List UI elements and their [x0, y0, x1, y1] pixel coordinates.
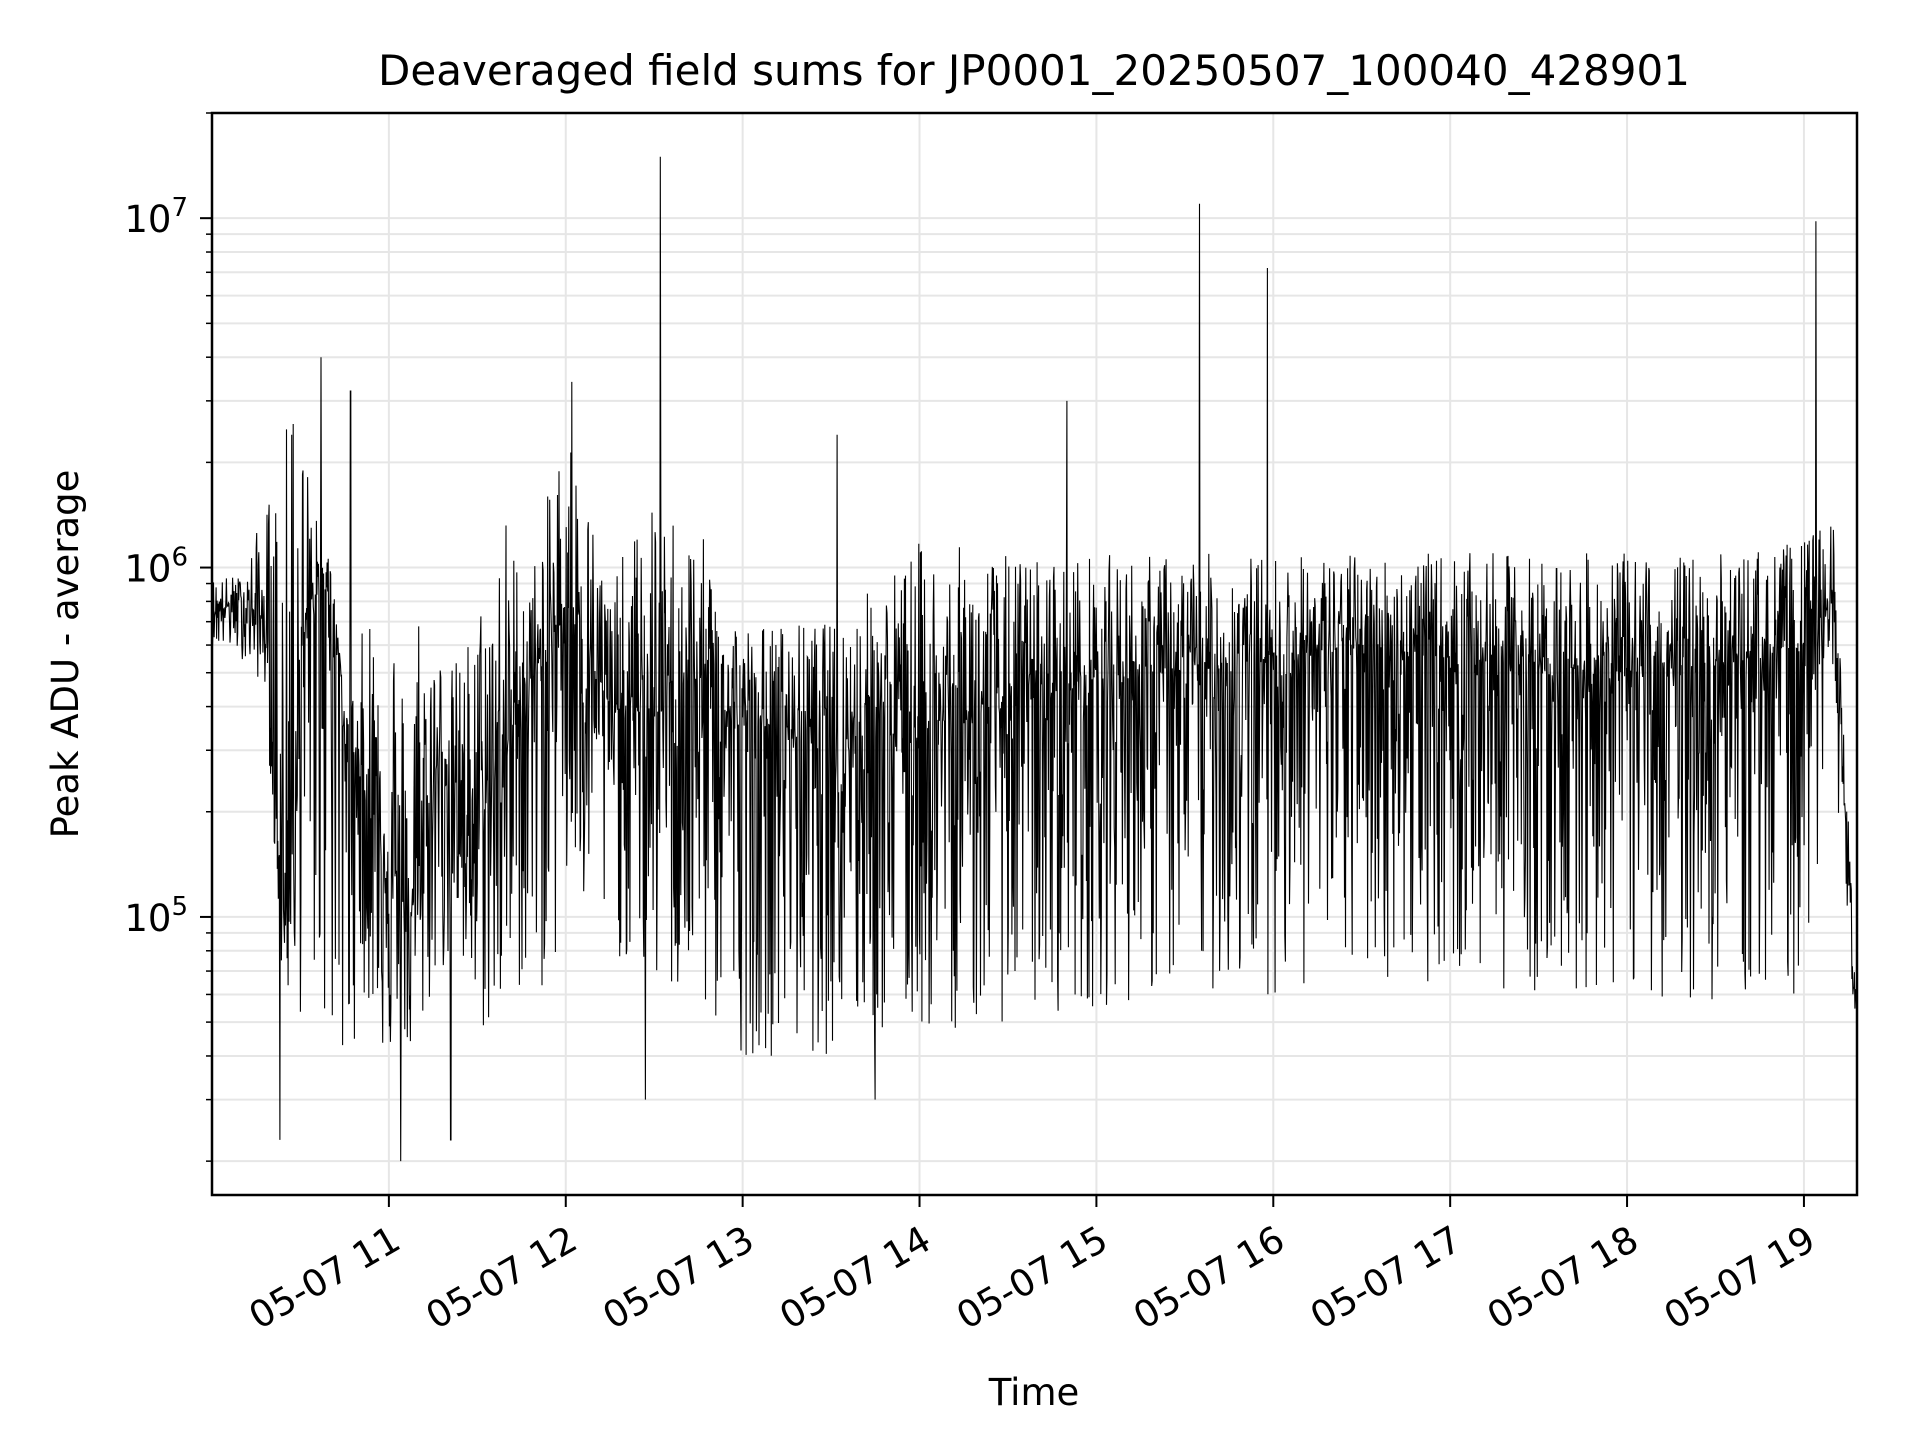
y-tick-label: 105 — [124, 892, 188, 940]
plot-frame — [210, 111, 1859, 1197]
y-tick-label: 106 — [124, 543, 188, 591]
y-axis-label: Peak ADU - average — [44, 470, 87, 839]
series-line — [212, 156, 1857, 1162]
y-tick-label: 107 — [124, 193, 188, 241]
data-series-line — [212, 156, 1857, 1162]
chart-title: Deaveraged field sums for JP0001_2025050… — [378, 46, 1690, 95]
x-axis-label: Time — [988, 1371, 1080, 1414]
y-axis: 105 106 107 — [124, 112, 212, 1162]
